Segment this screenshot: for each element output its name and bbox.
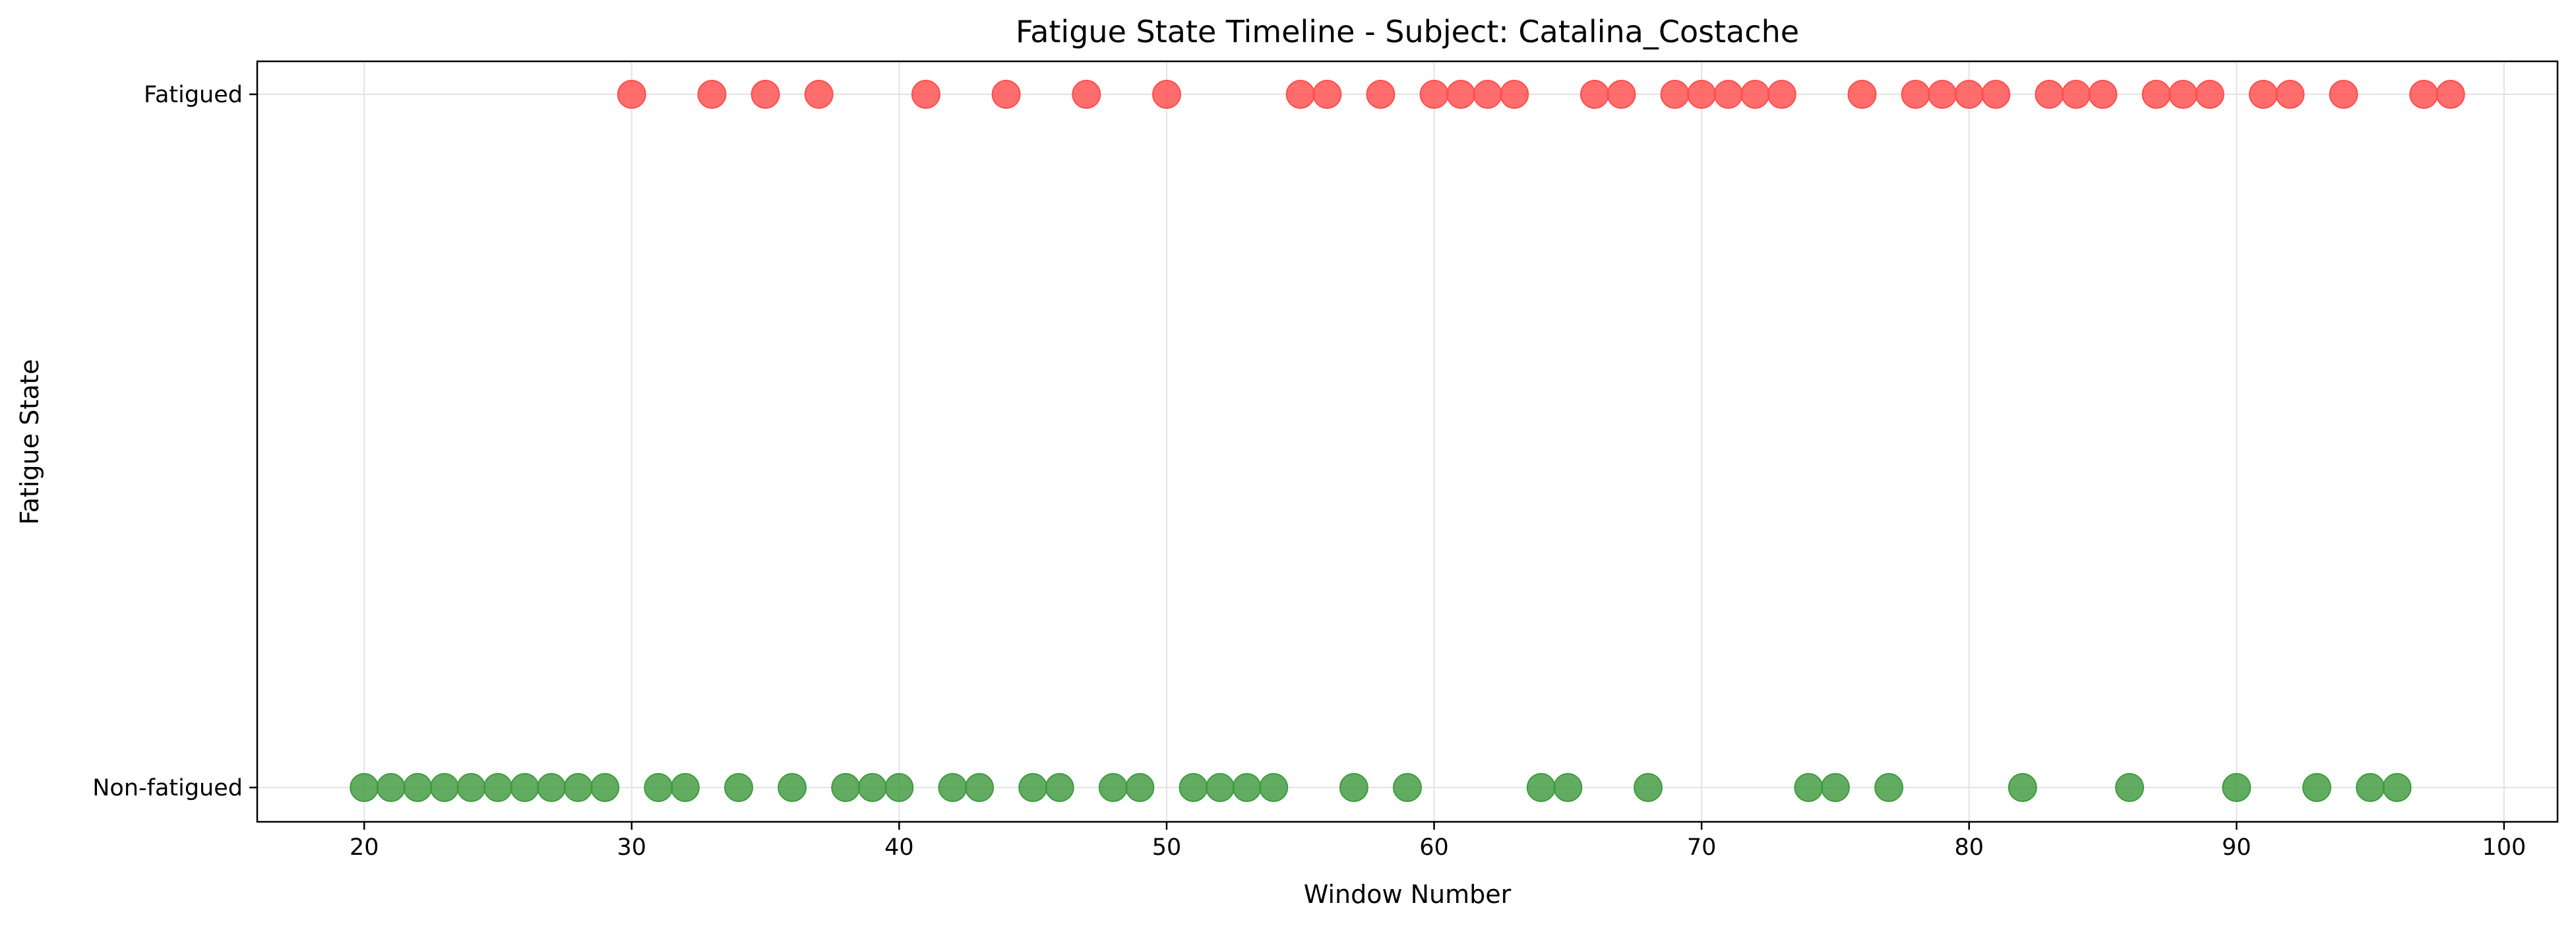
- x-tick-label: 70: [1687, 834, 1717, 861]
- non-fatigued-point: [1794, 773, 1824, 802]
- non-fatigued-point: [563, 773, 593, 802]
- fatigued-point: [1579, 80, 1609, 109]
- x-axis-ticks: 20 30 40 50 60 70 80 90 100: [350, 822, 2526, 861]
- fatigued-point: [2275, 80, 2305, 109]
- non-fatigued-point: [2222, 773, 2252, 802]
- y-tick-label: Fatigued: [144, 82, 243, 108]
- non-fatigued-point: [644, 773, 673, 802]
- fatigued-point: [1767, 80, 1796, 109]
- non-fatigued-point: [537, 773, 567, 802]
- non-fatigued-point: [2302, 773, 2331, 802]
- fatigued-point: [1500, 80, 1529, 109]
- non-fatigued-point: [429, 773, 459, 802]
- fatigued-point: [1713, 80, 1743, 109]
- fatigued-point: [991, 80, 1021, 109]
- x-tick-label: 100: [2482, 834, 2526, 861]
- fatigued-point: [911, 80, 940, 109]
- non-fatigued-point: [2115, 773, 2145, 802]
- fatigued-point: [2088, 80, 2118, 109]
- fatigued-point: [1687, 80, 1717, 109]
- non-fatigued-point: [857, 773, 887, 802]
- non-fatigued-point: [1098, 773, 1128, 802]
- non-fatigued-point: [884, 773, 914, 802]
- non-fatigued-point: [1339, 773, 1368, 802]
- fatigued-point: [617, 80, 646, 109]
- non-fatigued-point: [1634, 773, 1663, 802]
- fatigued-point: [1473, 80, 1502, 109]
- non-fatigued-point: [2356, 773, 2385, 802]
- fatigued-point: [1446, 80, 1476, 109]
- fatigued-point: [1285, 80, 1315, 109]
- y-tick-label: Non-fatigued: [92, 775, 243, 801]
- non-fatigued-point: [350, 773, 379, 802]
- non-fatigued-point: [403, 773, 433, 802]
- fatigued-point: [1901, 80, 1930, 109]
- x-tick-label: 20: [350, 834, 379, 861]
- x-tick-label: 90: [2222, 834, 2252, 861]
- plot-frame: [256, 60, 2559, 823]
- fatigued-point: [697, 80, 727, 109]
- non-fatigued-point: [1179, 773, 1208, 802]
- non-fatigued-point: [724, 773, 754, 802]
- fatigued-point: [2195, 80, 2224, 109]
- non-fatigued-point: [1206, 773, 1235, 802]
- fatigued-point: [2061, 80, 2091, 109]
- fatigued-point: [1419, 80, 1449, 109]
- chart-title: Fatigue State Timeline - Subject: Catali…: [1016, 14, 1799, 49]
- non-fatigued-point: [1526, 773, 1556, 802]
- fatigued-point: [1981, 80, 2011, 109]
- x-tick-label: 30: [617, 834, 647, 861]
- non-fatigued-point: [938, 773, 967, 802]
- x-tick-label: 40: [884, 834, 914, 861]
- non-fatigued-point: [778, 773, 807, 802]
- fatigued-point: [2409, 80, 2439, 109]
- fatigued-point: [1954, 80, 1984, 109]
- fatigued-point: [1660, 80, 1690, 109]
- non-fatigued-point: [831, 773, 861, 802]
- fatigued-point: [1151, 80, 1181, 109]
- fatigued-point: [751, 80, 780, 109]
- non-fatigued-point: [2008, 773, 2037, 802]
- x-tick-label: 80: [1954, 834, 1984, 861]
- fatigued-point: [2248, 80, 2278, 109]
- non-fatigued-point: [376, 773, 406, 802]
- x-tick-label: 60: [1419, 834, 1449, 861]
- fatigued-point: [1607, 80, 1636, 109]
- fatigued-point: [2035, 80, 2064, 109]
- fatigued-point: [1740, 80, 1770, 109]
- x-axis-label: Window Number: [1304, 880, 1512, 909]
- fatigued-point: [1366, 80, 1395, 109]
- fatigued-point: [2168, 80, 2198, 109]
- x-tick-label: 50: [1152, 834, 1182, 861]
- fatigued-point: [804, 80, 834, 109]
- data-points: [350, 80, 2465, 802]
- non-fatigued-point: [2382, 773, 2412, 802]
- fatigued-point: [2141, 80, 2171, 109]
- non-fatigued-point: [1874, 773, 1904, 802]
- non-fatigued-point: [1259, 773, 1289, 802]
- fatigued-point: [2329, 80, 2358, 109]
- y-axis-ticks: Non-fatigued Fatigued: [92, 82, 257, 801]
- non-fatigued-point: [965, 773, 995, 802]
- fatigued-point: [2436, 80, 2465, 109]
- non-fatigued-point: [670, 773, 700, 802]
- fatigued-point: [1312, 80, 1342, 109]
- fatigued-point: [1847, 80, 1877, 109]
- non-fatigued-point: [1393, 773, 1422, 802]
- non-fatigued-point: [456, 773, 486, 802]
- non-fatigued-point: [510, 773, 539, 802]
- non-fatigued-point: [1045, 773, 1074, 802]
- non-fatigued-point: [1232, 773, 1262, 802]
- y-axis-label: Fatigue State: [15, 359, 44, 524]
- fatigued-point: [1072, 80, 1101, 109]
- non-fatigued-point: [1018, 773, 1048, 802]
- non-fatigued-point: [1125, 773, 1155, 802]
- non-fatigued-point: [1820, 773, 1850, 802]
- non-fatigued-point: [483, 773, 513, 802]
- fatigued-point: [1928, 80, 1957, 109]
- non-fatigued-point: [590, 773, 620, 802]
- non-fatigued-point: [1553, 773, 1583, 802]
